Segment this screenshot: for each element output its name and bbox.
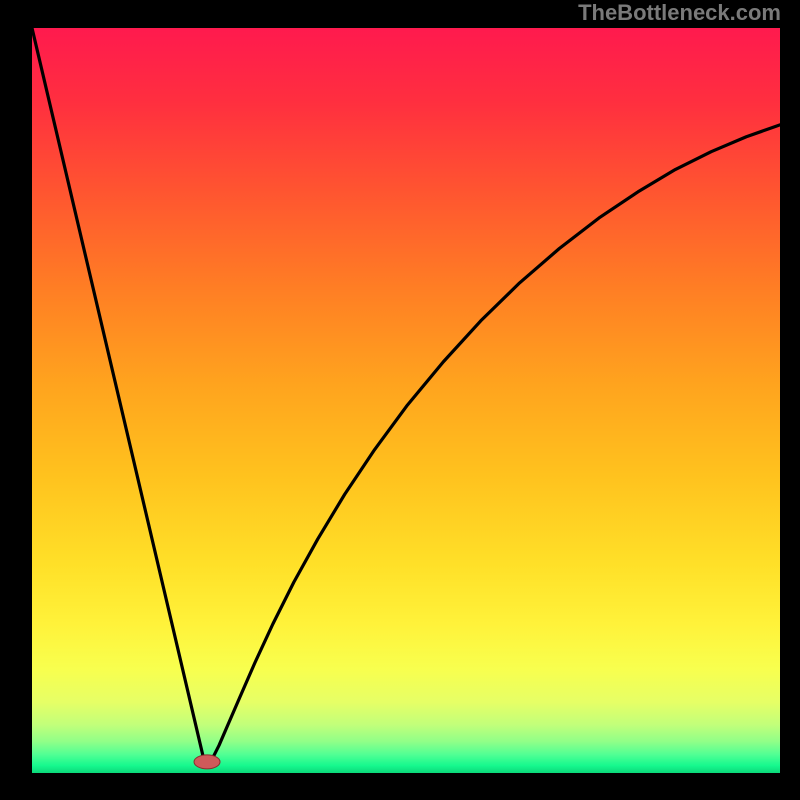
chart-frame: TheBottleneck.com <box>0 0 800 800</box>
plot-svg <box>32 28 780 773</box>
gradient-background <box>32 28 780 773</box>
plot-area <box>32 28 780 773</box>
watermark-text: TheBottleneck.com <box>578 0 781 26</box>
minimum-marker <box>194 755 220 769</box>
